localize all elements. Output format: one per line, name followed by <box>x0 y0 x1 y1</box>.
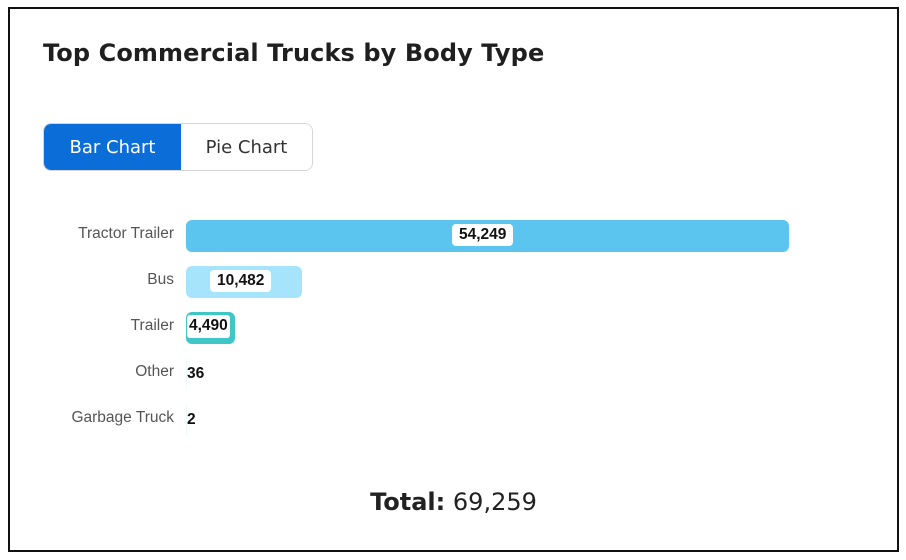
bar-bus[interactable]: 10,482 <box>186 266 302 298</box>
bar-value: 4,490 <box>187 315 230 338</box>
chart-card: Top Commercial Trucks by Body Type Bar C… <box>8 7 899 552</box>
bar-chart-button[interactable]: Bar Chart <box>44 124 181 170</box>
bar-label: Trailer <box>130 317 174 334</box>
bar-label: Garbage Truck <box>71 409 174 426</box>
bar-value: 10,482 <box>210 270 272 292</box>
bar-tractor-trailer[interactable]: 54,249 <box>186 220 789 252</box>
chart-title: Top Commercial Trucks by Body Type <box>43 39 545 67</box>
pie-chart-button[interactable]: Pie Chart <box>181 124 312 170</box>
total-value: 69,259 <box>452 488 537 516</box>
bar-garbage-truck[interactable]: 2 <box>186 404 196 436</box>
chart-type-toggle: Bar Chart Pie Chart <box>43 123 313 171</box>
bar-value: 36 <box>187 365 205 382</box>
bar-other[interactable]: 36 <box>186 358 204 390</box>
bar-value: 54,249 <box>452 224 514 246</box>
bar-label: Tractor Trailer <box>78 225 174 242</box>
total-summary: Total: 69,259 <box>10 488 897 516</box>
bar-value: 2 <box>187 411 196 428</box>
bar-trailer[interactable]: 4,490 <box>186 312 235 344</box>
bar-label: Other <box>135 363 174 380</box>
bar-label: Bus <box>147 271 174 288</box>
total-label: Total: <box>370 488 446 516</box>
